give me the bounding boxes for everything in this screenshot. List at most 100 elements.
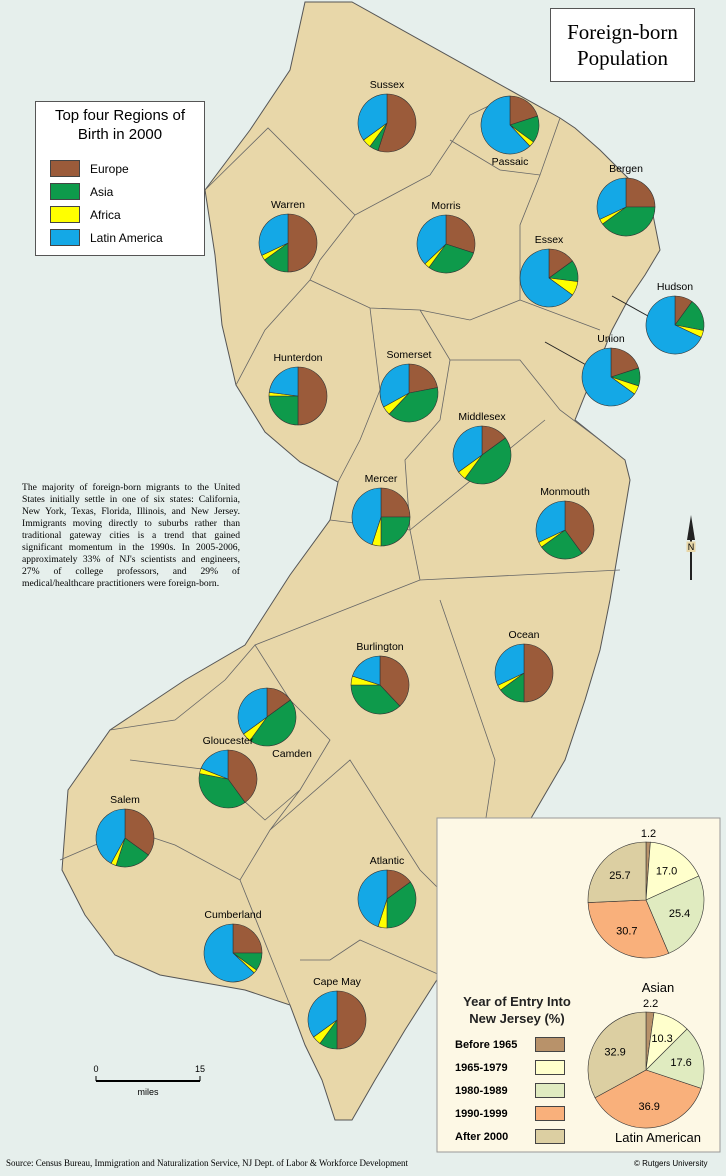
pie-slice xyxy=(596,177,627,220)
county-label: Monmouth xyxy=(540,486,590,498)
pie-slice xyxy=(594,1069,702,1129)
pie-slice xyxy=(95,808,126,864)
pie-slice xyxy=(452,425,483,473)
legend-swatch xyxy=(50,206,80,223)
pie-slice xyxy=(535,500,566,543)
county-label: Gloucester xyxy=(203,735,254,747)
pie-slice xyxy=(494,643,525,686)
county-label: Passaic xyxy=(492,156,529,168)
pie-slice xyxy=(351,487,382,545)
legend-swatch xyxy=(50,183,80,200)
slice-label: 2.2 xyxy=(643,998,658,1010)
period-label: After 2000 xyxy=(455,1130,509,1143)
legend: Top four Regions of Birth in 2000 Europe… xyxy=(35,101,205,256)
scale-tick-label: 0 xyxy=(93,1064,98,1074)
pie-slice xyxy=(645,841,700,901)
pie-slice xyxy=(408,363,438,394)
legend-item: Europe xyxy=(50,160,129,177)
pie-slice xyxy=(380,516,411,547)
period-item: Before 1965 xyxy=(455,1037,565,1052)
county-label: Mercer xyxy=(365,473,398,485)
period-item: 1980-1989 xyxy=(455,1083,565,1098)
period-item: 1990-1999 xyxy=(455,1106,565,1121)
slice-label: 25.7 xyxy=(609,870,630,882)
pie-slice xyxy=(350,684,401,715)
pie-slice xyxy=(581,347,635,407)
county-label: Somerset xyxy=(387,349,432,361)
county-label: Camden xyxy=(272,748,312,760)
pie-slice xyxy=(115,837,149,868)
pie-slice xyxy=(198,773,246,809)
pie-slice xyxy=(480,95,531,155)
pie-slice xyxy=(587,841,647,903)
legend-label: Latin America xyxy=(90,230,163,245)
slice-label: 25.4 xyxy=(669,908,690,920)
slice-label: 1.2 xyxy=(641,828,656,840)
pie-slice xyxy=(587,899,670,959)
pie-slice xyxy=(297,366,328,426)
north-label: N xyxy=(688,542,695,552)
slice-label: 32.9 xyxy=(604,1047,625,1059)
pie-slice xyxy=(625,177,656,208)
legend-item: Asia xyxy=(50,183,113,200)
county-label: Hudson xyxy=(657,281,693,293)
legend-title: Top four Regions of Birth in 2000 xyxy=(54,107,186,143)
pie-slice xyxy=(388,387,439,423)
period-item: 1965-1979 xyxy=(455,1060,565,1075)
pie-slice xyxy=(258,213,289,256)
slice-label: 10.3 xyxy=(651,1033,672,1045)
county-label: Bergen xyxy=(609,163,643,175)
county-label: Atlantic xyxy=(370,855,404,867)
legend-swatch xyxy=(50,160,80,177)
period-swatch xyxy=(535,1106,565,1121)
pie-slice xyxy=(602,206,656,237)
entry-chart-label: Latin American xyxy=(615,1130,701,1145)
pie-slice xyxy=(445,214,476,254)
pie-slice xyxy=(523,643,554,703)
pie-slice xyxy=(379,655,410,707)
period-swatch xyxy=(535,1083,565,1098)
pie-slice xyxy=(336,990,367,1050)
pie-slice xyxy=(307,990,338,1038)
entry-title: Year of Entry Into New Jersey (%) xyxy=(463,994,571,1026)
source: Source: Census Bureau, Immigration and N… xyxy=(6,1158,408,1168)
county-label: Middlesex xyxy=(458,411,506,423)
pie-slice xyxy=(377,93,417,153)
pie-slice xyxy=(357,93,388,141)
pie-slice xyxy=(287,213,318,273)
legend-label: Africa xyxy=(90,207,121,222)
pie-slice xyxy=(509,95,538,126)
slice-label: 17.0 xyxy=(656,865,677,877)
county-label: Warren xyxy=(271,199,305,211)
county-label: Union xyxy=(597,333,625,345)
note: The majority of foreign-born migrants to… xyxy=(22,482,240,589)
period-swatch xyxy=(535,1037,565,1052)
county-label: Cumberland xyxy=(204,909,261,921)
pie-slice xyxy=(380,487,411,518)
credit: © Rutgers University xyxy=(634,1159,708,1168)
pie-slice xyxy=(519,248,573,308)
pie-slice xyxy=(587,1011,647,1099)
slice-label: 30.7 xyxy=(616,925,637,937)
pie-slice xyxy=(227,749,258,803)
leader-lines xyxy=(544,295,649,367)
period-swatch xyxy=(535,1060,565,1075)
county-label: Salem xyxy=(110,794,140,806)
period-label: Before 1965 xyxy=(455,1038,518,1051)
pie-slice xyxy=(232,923,263,954)
legend-label: Europe xyxy=(90,161,129,176)
slice-label: 17.6 xyxy=(670,1057,691,1069)
scale-label: miles xyxy=(137,1087,159,1097)
pie-slice xyxy=(610,347,639,378)
county-label: Morris xyxy=(431,200,460,212)
legend-label: Asia xyxy=(90,184,114,199)
pie-slice xyxy=(249,699,297,747)
pie-slice xyxy=(564,500,595,554)
slice-label: 36.9 xyxy=(638,1101,659,1113)
pie-slice xyxy=(379,363,410,408)
legend-swatch xyxy=(50,229,80,246)
period-label: 1990-1999 xyxy=(455,1107,508,1120)
pie-slice xyxy=(200,749,229,780)
pie-slice xyxy=(416,214,447,265)
